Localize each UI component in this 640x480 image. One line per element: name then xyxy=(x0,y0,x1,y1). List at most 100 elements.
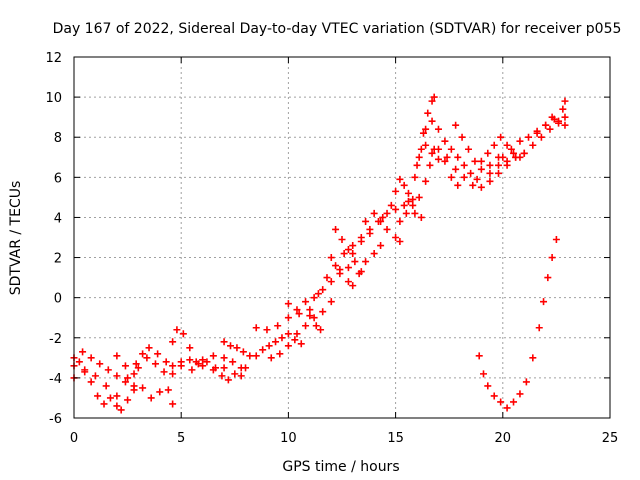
y-tick-label: 4 xyxy=(54,211,62,226)
data-point xyxy=(139,350,147,358)
data-point xyxy=(537,133,545,141)
data-point xyxy=(302,298,310,306)
data-point xyxy=(357,268,365,276)
data-point xyxy=(424,109,432,117)
data-point xyxy=(417,213,425,221)
data-point xyxy=(274,322,282,330)
data-point xyxy=(100,400,108,408)
data-point xyxy=(529,354,537,362)
data-point xyxy=(229,358,237,366)
data-point xyxy=(319,308,327,316)
data-point xyxy=(383,225,391,233)
data-point xyxy=(81,368,89,376)
data-point xyxy=(477,165,485,173)
data-point xyxy=(117,406,125,414)
data-point xyxy=(297,340,305,348)
data-point xyxy=(124,396,132,404)
x-tick-label: 15 xyxy=(387,431,404,446)
data-point xyxy=(535,324,543,332)
data-point xyxy=(327,298,335,306)
data-point xyxy=(220,364,228,372)
data-point xyxy=(510,149,518,157)
data-point xyxy=(194,360,202,368)
x-axis-label: GPS time / hours xyxy=(282,459,399,475)
data-point xyxy=(106,394,114,402)
data-point xyxy=(252,324,260,332)
x-tick-label: 25 xyxy=(602,431,619,446)
data-point xyxy=(351,258,359,266)
data-point xyxy=(486,177,494,185)
y-tick-label: 0 xyxy=(54,292,62,307)
data-point xyxy=(306,312,314,320)
data-point xyxy=(332,262,340,270)
data-point xyxy=(169,400,177,408)
data-point xyxy=(317,326,325,334)
data-point xyxy=(113,372,121,380)
data-point xyxy=(169,370,177,378)
data-point xyxy=(349,282,357,290)
data-point xyxy=(209,352,217,360)
data-point xyxy=(237,372,245,380)
data-point xyxy=(276,350,284,358)
data-point xyxy=(484,149,492,157)
data-point xyxy=(160,368,168,376)
data-point xyxy=(400,201,408,209)
data-point xyxy=(411,209,419,217)
data-point xyxy=(169,362,177,370)
data-point xyxy=(441,157,449,165)
data-point xyxy=(139,384,147,392)
data-point xyxy=(460,161,468,169)
data-point xyxy=(362,217,370,225)
data-point xyxy=(332,225,340,233)
data-point xyxy=(392,187,400,195)
data-point xyxy=(486,161,494,169)
data-point xyxy=(218,372,226,380)
data-point xyxy=(516,390,524,398)
data-point xyxy=(561,121,569,129)
data-point xyxy=(552,236,560,244)
data-point xyxy=(434,125,442,133)
data-point xyxy=(503,404,511,412)
data-point xyxy=(263,326,271,334)
data-point xyxy=(452,121,460,129)
data-point xyxy=(377,242,385,250)
data-point xyxy=(278,334,286,342)
data-point xyxy=(164,386,172,394)
data-point xyxy=(428,97,436,105)
x-tick-label: 0 xyxy=(70,431,78,446)
data-point xyxy=(284,342,292,350)
data-point xyxy=(349,250,357,258)
data-point xyxy=(233,344,241,352)
data-point xyxy=(366,225,374,233)
data-point xyxy=(357,238,365,246)
data-point xyxy=(495,161,503,169)
data-point xyxy=(507,145,515,153)
data-point xyxy=(379,213,387,221)
y-tick-label: 12 xyxy=(45,51,62,66)
data-point xyxy=(319,286,327,294)
data-point xyxy=(87,378,95,386)
data-point xyxy=(422,177,430,185)
y-axis-label: SDTVAR / TECUs xyxy=(8,181,24,296)
data-point xyxy=(344,264,352,272)
data-point xyxy=(477,183,485,191)
data-point xyxy=(490,392,498,400)
data-point xyxy=(430,93,438,101)
data-point xyxy=(130,386,138,394)
data-points xyxy=(70,93,569,414)
data-point xyxy=(295,310,303,318)
data-point xyxy=(415,153,423,161)
data-point xyxy=(91,372,99,380)
data-point xyxy=(413,161,421,169)
data-point xyxy=(94,392,102,400)
data-point xyxy=(239,348,247,356)
data-point xyxy=(512,153,520,161)
data-point xyxy=(323,274,331,282)
data-point xyxy=(145,344,153,352)
data-point xyxy=(179,330,187,338)
data-point xyxy=(370,250,378,258)
data-point xyxy=(480,370,488,378)
data-point xyxy=(464,145,472,153)
data-point xyxy=(525,133,533,141)
data-point xyxy=(522,378,530,386)
